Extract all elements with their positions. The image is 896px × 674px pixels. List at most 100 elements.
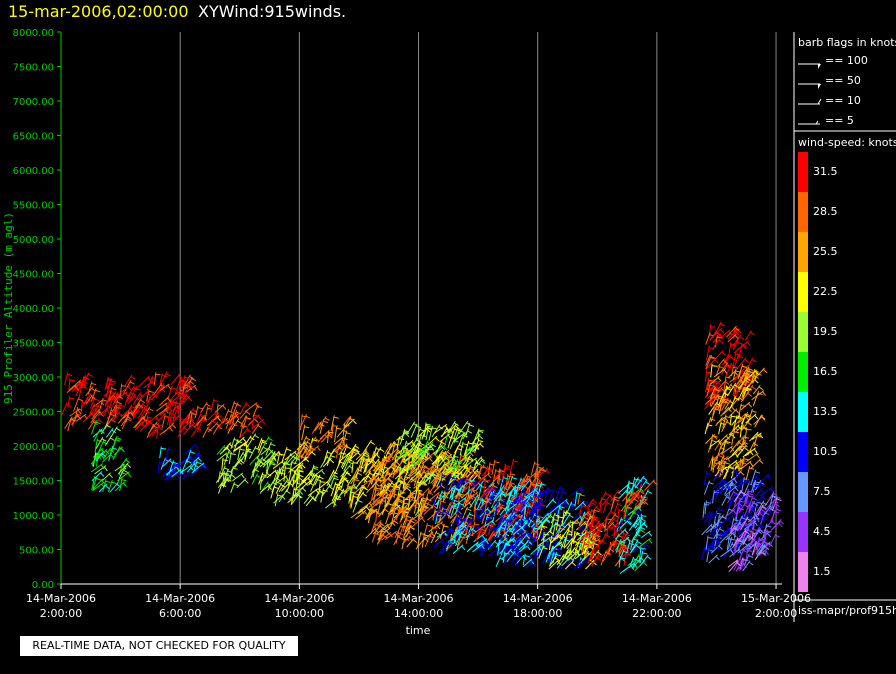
wind-barb xyxy=(410,470,423,481)
wind-barb xyxy=(639,554,652,567)
wind-barb xyxy=(635,521,648,534)
wind-barb xyxy=(734,353,743,367)
wind-barb xyxy=(701,511,714,521)
wind-barb xyxy=(91,419,101,435)
wind-barb xyxy=(532,503,545,515)
wind-barb xyxy=(463,456,474,470)
wind-barb xyxy=(166,399,178,412)
wind-barb xyxy=(415,492,424,505)
wind-barb xyxy=(157,412,169,422)
wind-barb xyxy=(718,421,726,435)
wind-barb xyxy=(711,457,718,471)
wind-barb xyxy=(505,492,515,505)
wind-barb xyxy=(394,523,406,539)
wind-barb xyxy=(131,403,144,416)
wind-barb xyxy=(406,537,418,548)
wind-barb xyxy=(537,524,548,540)
wind-barb xyxy=(92,482,105,492)
y-tick-label: 4500.00 xyxy=(13,270,54,281)
wind-barb xyxy=(91,463,105,473)
wind-barb xyxy=(297,442,305,456)
wind-barb xyxy=(710,329,721,340)
wind-barb xyxy=(433,508,444,520)
wind-barb xyxy=(736,521,748,532)
wind-barb xyxy=(701,523,715,536)
wind-barb xyxy=(178,380,190,395)
wind-barb xyxy=(182,383,194,399)
wind-barb xyxy=(388,460,401,470)
wind-barb xyxy=(710,522,724,536)
wind-barb xyxy=(300,479,314,490)
wind-barb xyxy=(721,353,733,366)
wind-barb xyxy=(770,506,782,522)
x-tick-time: 10:00:00 xyxy=(275,607,324,620)
wind-barb xyxy=(585,528,596,538)
wind-barb xyxy=(406,525,415,537)
wind-barb xyxy=(704,399,715,410)
wind-barb xyxy=(466,444,479,457)
wind-barb xyxy=(377,498,387,514)
wind-barb xyxy=(565,556,577,568)
wind-barb xyxy=(107,480,117,493)
quality-notice: REAL-TIME DATA, NOT CHECKED FOR QUALITY xyxy=(20,636,298,656)
wind-barb xyxy=(438,455,450,466)
wind-barb xyxy=(764,529,772,544)
wind-barb xyxy=(758,509,773,521)
wind-barb xyxy=(372,446,385,460)
wind-barb xyxy=(371,487,379,501)
wind-barb xyxy=(737,477,748,489)
wind-barb xyxy=(476,524,488,535)
wind-barb xyxy=(230,482,239,493)
wind-barb xyxy=(114,481,128,492)
wind-barb xyxy=(363,458,374,474)
wind-barb xyxy=(539,487,552,498)
wind-barb xyxy=(552,541,564,550)
wind-barb xyxy=(459,441,468,456)
wind-barb xyxy=(406,421,419,436)
y-tick-label: 7000.00 xyxy=(13,97,54,108)
wind-barb xyxy=(366,481,380,494)
colorbar-label: 28.5 xyxy=(813,205,838,218)
wind-barb xyxy=(744,488,753,503)
wind-barb xyxy=(112,411,123,422)
wind-barb xyxy=(333,440,346,452)
wind-barb xyxy=(321,484,334,498)
wind-barb xyxy=(148,427,159,438)
wind-barb xyxy=(343,484,353,497)
wind-barb xyxy=(402,492,415,502)
wind-barb xyxy=(170,414,183,425)
wind-barb xyxy=(448,496,459,512)
wind-barb xyxy=(728,408,740,417)
wind-barb xyxy=(495,556,505,568)
wind-barb xyxy=(299,414,308,431)
wind-barb xyxy=(578,503,587,519)
wind-barb xyxy=(748,495,757,509)
wind-barb xyxy=(433,444,446,454)
wind-barb xyxy=(610,489,622,502)
wind-barb xyxy=(575,520,589,531)
wind-barb xyxy=(350,477,360,493)
wind-barb xyxy=(452,458,462,472)
source-label: iss-mapr/prof915h xyxy=(798,604,896,617)
wind-barb xyxy=(123,379,135,394)
wind-barb xyxy=(83,392,95,406)
wind-barb xyxy=(424,470,437,483)
wind-barb xyxy=(331,486,344,502)
wind-barb xyxy=(734,472,742,486)
wind-barb xyxy=(743,493,753,506)
wind-barb xyxy=(415,536,429,550)
wind-barb xyxy=(402,530,414,541)
wind-barb xyxy=(85,394,96,405)
wind-barb xyxy=(126,390,136,402)
wind-barb xyxy=(500,545,516,556)
wind-barb xyxy=(580,510,592,519)
wind-barb xyxy=(403,446,417,458)
wind-barb xyxy=(322,457,335,468)
wind-barb xyxy=(134,402,147,416)
wind-barb xyxy=(574,540,584,554)
wind-barb xyxy=(301,424,310,441)
wind-barb xyxy=(469,494,482,509)
wind-barb xyxy=(619,519,632,529)
wind-barb xyxy=(483,478,491,493)
wind-barb xyxy=(317,480,331,491)
